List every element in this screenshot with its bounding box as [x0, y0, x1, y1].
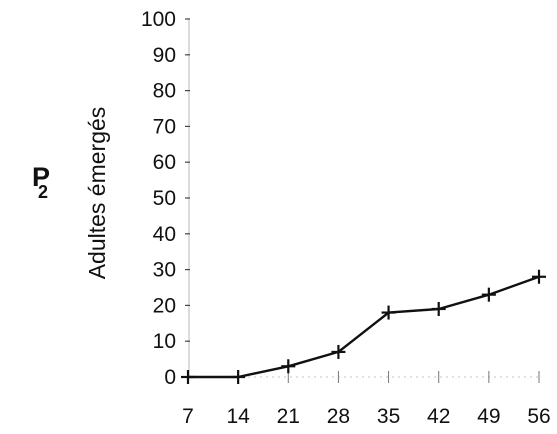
data-point: [381, 305, 396, 320]
data-point: [431, 301, 446, 316]
y-tick-label: 80: [153, 80, 176, 103]
x-tick-label: 28: [327, 405, 350, 428]
x-tick-label: 21: [277, 405, 300, 428]
x-tick-label: 42: [427, 405, 450, 428]
data-point: [181, 370, 195, 384]
series-line: [188, 275, 540, 379]
data-point: [481, 287, 496, 302]
data-point: [231, 370, 246, 384]
plot-area: [181, 269, 546, 384]
y-tick-label: 90: [153, 44, 176, 67]
x-tick-label: 49: [477, 405, 500, 428]
y-tick-label: 20: [153, 294, 176, 317]
x-tick-label: 7: [182, 405, 194, 428]
x-tick-label: 56: [527, 405, 550, 428]
x-tick-label: 14: [226, 405, 250, 428]
y-tick-label: 40: [153, 223, 176, 246]
y-tick-label: 10: [153, 330, 176, 353]
x-tick-label: 35: [377, 405, 400, 428]
y-tick-labels: 0 10 20 30 40 50 60 70 80 90 100: [141, 8, 176, 389]
y-tick-label: 30: [153, 259, 176, 282]
y-tick-label: 70: [153, 115, 176, 138]
y-tick-label: 60: [153, 151, 176, 174]
panel-label-subscript: 2: [38, 182, 48, 202]
y-axis-title: Adultes émergés: [84, 107, 110, 280]
data-point: [331, 344, 346, 359]
y-tick-label: 0: [164, 366, 176, 389]
data-point: [532, 269, 546, 284]
y-axis: [185, 18, 190, 378]
data-point: [281, 359, 296, 374]
y-tick-label: 100: [141, 8, 176, 31]
y-tick-label: 50: [153, 187, 176, 210]
panel-label: P: [32, 162, 50, 192]
x-tick-labels: 7 14 21 28 35 42 49 56: [182, 405, 551, 428]
